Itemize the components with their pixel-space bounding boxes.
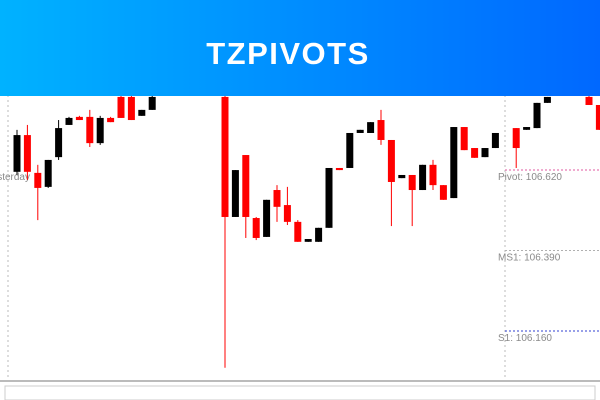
- candle-body: [325, 167, 333, 228]
- candle-body: [96, 117, 104, 144]
- candle-body: [55, 128, 63, 158]
- candle-body: [86, 116, 94, 144]
- candle-body: [408, 174, 416, 191]
- candle-body: [127, 96, 135, 121]
- separator-label: Yesterday: [0, 172, 30, 183]
- candle-body: [273, 190, 281, 207]
- candle-body: [304, 239, 312, 242]
- candle-body: [387, 139, 395, 182]
- candle-body: [283, 205, 291, 222]
- candle-body: [429, 164, 437, 186]
- pivot-label: S1: 106.160: [498, 333, 552, 344]
- candle-body: [533, 102, 541, 129]
- candle-body: [439, 185, 447, 200]
- pivot-label: Pivot: 106.620: [498, 172, 562, 183]
- banner: [0, 0, 600, 96]
- candle-body: [471, 148, 479, 158]
- candle-body: [242, 155, 250, 217]
- candle-body: [346, 132, 354, 168]
- candle-body: [460, 127, 468, 151]
- candle-body: [34, 172, 42, 188]
- pivot-label: MS1: 106.390: [498, 253, 561, 264]
- candle-body: [585, 96, 593, 105]
- candle-body: [398, 174, 406, 179]
- candle-body: [315, 227, 323, 242]
- banner-title: TZPIVOTS: [206, 36, 370, 71]
- candle-body: [450, 127, 458, 199]
- candle-body: [138, 109, 146, 116]
- candle-body: [595, 104, 600, 130]
- time-axis-strip: [4, 385, 596, 400]
- candle-body: [367, 122, 375, 133]
- candle-body: [23, 135, 31, 172]
- candle-body: [231, 170, 239, 217]
- candle-body: [252, 218, 260, 238]
- candle-body: [377, 120, 385, 140]
- candle-body: [491, 132, 499, 149]
- candle-body: [221, 96, 229, 217]
- candle-body: [481, 148, 489, 158]
- candle-body: [335, 167, 343, 171]
- candle-body: [117, 96, 125, 118]
- candle-body: [44, 159, 52, 187]
- candle-body: [543, 96, 551, 103]
- candle-body: [263, 199, 271, 237]
- candle-body: [13, 135, 21, 172]
- candle-body: [419, 164, 427, 191]
- candle-body: [356, 129, 364, 133]
- candle-body: [148, 96, 156, 110]
- candle-body: [512, 128, 520, 149]
- candle-body: [523, 127, 531, 130]
- candle-body: [107, 117, 115, 123]
- candle-body: [294, 221, 302, 242]
- candle-body: [75, 116, 83, 121]
- candle-body: [65, 117, 73, 125]
